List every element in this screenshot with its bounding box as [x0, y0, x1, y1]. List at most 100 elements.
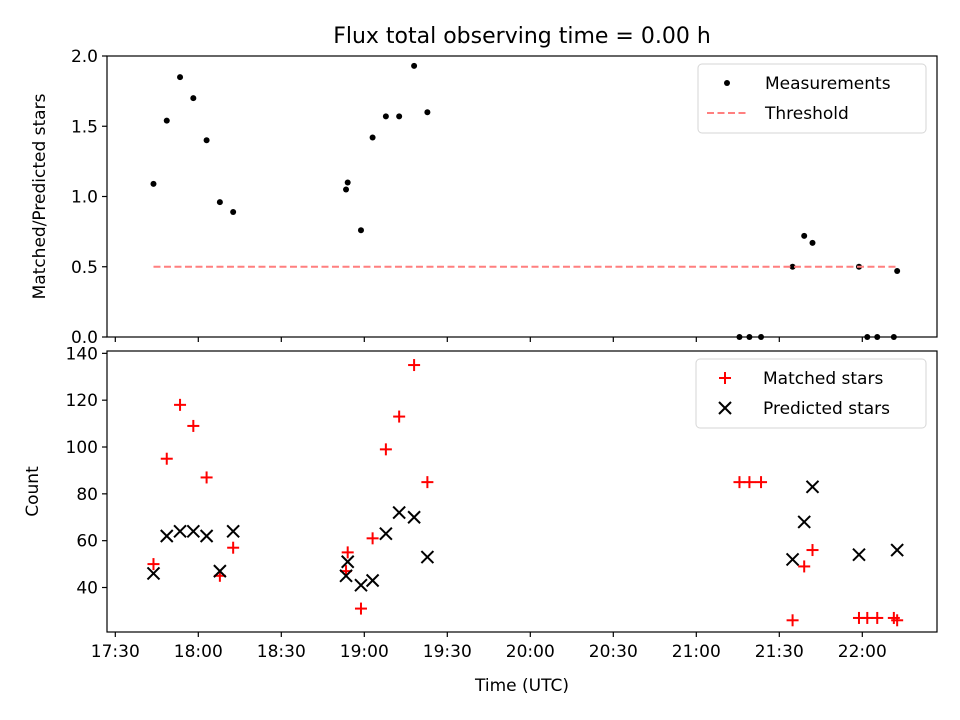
- measurement-point: [230, 208, 237, 215]
- y-tick-label: 140: [66, 344, 98, 364]
- y-tick-label: 2.0: [71, 47, 98, 67]
- predicted-point: [340, 555, 355, 569]
- legend-label: Measurements: [765, 74, 891, 94]
- x-stroke-b: [226, 524, 240, 539]
- matched-point: [421, 476, 434, 489]
- axes-frame: [106, 55, 938, 338]
- measurement-point: [396, 113, 403, 120]
- matched-point: [786, 614, 799, 627]
- measurement-point: [343, 186, 350, 193]
- axes-frame: [106, 350, 938, 633]
- y-tick-label: 0.0: [71, 328, 98, 348]
- x-stroke-b: [340, 555, 355, 569]
- x-tick-label: 21:00: [672, 642, 721, 662]
- x-stroke-b: [420, 550, 435, 564]
- predicted-point: [805, 480, 820, 494]
- x-tick-label: 20:00: [506, 642, 555, 662]
- x-stroke-b: [365, 573, 380, 588]
- x-stroke-b: [354, 578, 368, 592]
- matched-point: [341, 546, 354, 559]
- matched-point: [891, 614, 904, 627]
- x-stroke-b: [213, 564, 227, 578]
- legend-label: Predicted stars: [763, 399, 890, 419]
- predicted-point: [354, 578, 368, 592]
- x-tick-label: 18:00: [174, 642, 223, 662]
- measurement-point: [203, 137, 210, 144]
- matched-point: [160, 452, 173, 465]
- x-axis-label: Time (UTC): [474, 676, 569, 696]
- x-stroke-b: [186, 524, 201, 539]
- x-stroke-b: [339, 569, 353, 583]
- x-stroke-b: [160, 529, 174, 543]
- matched-point: [227, 541, 240, 554]
- measurement-point: [894, 267, 901, 274]
- x-stroke-b: [173, 524, 187, 539]
- measurement-point: [216, 199, 223, 206]
- x-stroke-b: [199, 529, 214, 543]
- legend-label: Matched stars: [763, 369, 883, 389]
- matched-point: [200, 471, 213, 484]
- y-tick-label: 80: [76, 485, 98, 505]
- predicted-point: [199, 529, 214, 543]
- y-tick-label: 120: [66, 391, 98, 411]
- measurement-point: [369, 134, 376, 141]
- matched-point: [408, 359, 421, 372]
- y-axis-label: Matched/Predicted stars: [30, 93, 50, 299]
- matched-point: [379, 443, 392, 456]
- measurement-point: [809, 239, 816, 246]
- x-tick-label: 22:00: [838, 642, 887, 662]
- x-tick-label: 17:30: [91, 642, 140, 662]
- x-stroke-b: [890, 543, 904, 557]
- predicted-point: [379, 526, 393, 541]
- legend-marker-predicted: [718, 401, 732, 415]
- x-stroke-b: [146, 566, 161, 581]
- predicted-point: [173, 524, 187, 539]
- predicted-point: [186, 524, 201, 539]
- predicted-point: [420, 550, 435, 564]
- legend-box: [695, 358, 927, 429]
- matched-point: [366, 532, 379, 545]
- x-stroke-b: [407, 510, 421, 524]
- y-tick-label: 100: [66, 438, 98, 458]
- measurement-point: [382, 113, 389, 120]
- top-panel: 0.0 0.5 1.0 1.5 2.0 Matched/Predicted stars Me…: [30, 47, 938, 348]
- legend-label: Threshold: [764, 104, 849, 124]
- predicted-point: [797, 515, 811, 529]
- measurement-point: [357, 227, 364, 234]
- measurement-point: [424, 109, 431, 116]
- x-stroke-b: [852, 548, 866, 562]
- y-tick-label: 1.5: [71, 117, 98, 137]
- y-tick-label: 40: [76, 579, 98, 599]
- predicted-point: [339, 569, 353, 583]
- x-stroke-b: [379, 526, 393, 541]
- y-tick-label: 60: [76, 532, 98, 552]
- y-tick-label: 1.0: [71, 188, 98, 208]
- measurement-point: [163, 117, 170, 124]
- predicted-point: [852, 548, 866, 562]
- legend: Measurements Threshold: [697, 63, 927, 134]
- matched-point: [393, 410, 406, 423]
- x-tick-label: 19:30: [423, 642, 472, 662]
- predicted-point: [160, 529, 174, 543]
- series-measurements: [150, 62, 901, 340]
- x-tick-label: 19:00: [340, 642, 389, 662]
- predicted-point: [890, 543, 904, 557]
- legend-box: [697, 63, 927, 134]
- x-stroke-b: [785, 552, 800, 567]
- legend-marker-measurements: [724, 80, 730, 86]
- x-tick-label: 18:30: [257, 642, 306, 662]
- x-stroke-b: [392, 505, 406, 520]
- x-tick-label: 21:30: [755, 642, 804, 662]
- measurement-point: [789, 263, 796, 270]
- matched-point: [147, 558, 160, 571]
- y-tick-label: 0.5: [71, 258, 98, 278]
- x-stroke-b: [805, 480, 820, 494]
- measurement-point: [344, 179, 351, 186]
- predicted-point: [407, 510, 421, 524]
- measurement-point: [150, 180, 157, 187]
- matched-point: [871, 611, 884, 624]
- x-stroke-b: [718, 401, 732, 415]
- chart-title: Flux total observing time = 0.00 h: [333, 24, 711, 49]
- matched-point: [755, 476, 768, 489]
